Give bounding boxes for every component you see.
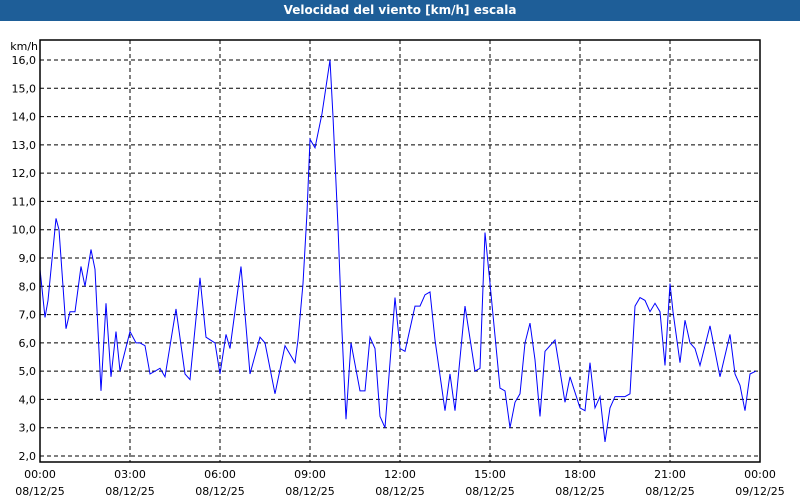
y-tick-label: 11,0 xyxy=(12,195,37,208)
x-tick-date: 08/12/25 xyxy=(285,485,334,498)
y-tick-label: 12,0 xyxy=(12,167,37,180)
x-tick-date: 08/12/25 xyxy=(195,485,244,498)
y-tick-label: 15,0 xyxy=(12,82,37,95)
y-tick-label: 16,0 xyxy=(12,54,37,67)
wind-speed-series-line xyxy=(39,59,757,442)
x-tick-time: 03:00 xyxy=(114,468,146,481)
y-tick-label: 13,0 xyxy=(12,139,37,152)
x-tick-date: 08/12/25 xyxy=(645,485,694,498)
y-tick-label: 7,0 xyxy=(19,309,37,322)
y-tick-label: 9,0 xyxy=(19,252,37,265)
y-tick-label: 5,0 xyxy=(19,365,37,378)
y-tick-label: 2,0 xyxy=(19,450,37,463)
y-axis-label: km/h xyxy=(10,40,38,53)
x-tick-time: 00:00 xyxy=(744,468,776,481)
x-tick-date: 08/12/25 xyxy=(555,485,604,498)
x-tick-date: 09/12/25 xyxy=(735,485,784,498)
x-tick-date: 08/12/25 xyxy=(375,485,424,498)
x-tick-date: 08/12/25 xyxy=(105,485,154,498)
x-tick-time: 15:00 xyxy=(474,468,506,481)
y-tick-label: 8,0 xyxy=(19,280,37,293)
y-tick-label: 14,0 xyxy=(12,111,37,124)
x-tick-time: 09:00 xyxy=(294,468,326,481)
y-tick-label: 6,0 xyxy=(19,337,37,350)
x-tick-time: 12:00 xyxy=(384,468,416,481)
x-tick-time: 21:00 xyxy=(654,468,686,481)
x-tick-date: 08/12/25 xyxy=(465,485,514,498)
y-tick-label: 3,0 xyxy=(19,422,37,435)
x-tick-time: 06:00 xyxy=(204,468,236,481)
plot-frame xyxy=(39,39,761,463)
chart-title: Velocidad del viento [km/h] escala xyxy=(0,0,800,21)
y-tick-label: 4,0 xyxy=(19,393,37,406)
x-tick-date: 08/12/25 xyxy=(15,485,64,498)
x-tick-time: 00:00 xyxy=(24,468,56,481)
y-tick-label: 10,0 xyxy=(12,224,37,237)
x-tick-time: 18:00 xyxy=(564,468,596,481)
